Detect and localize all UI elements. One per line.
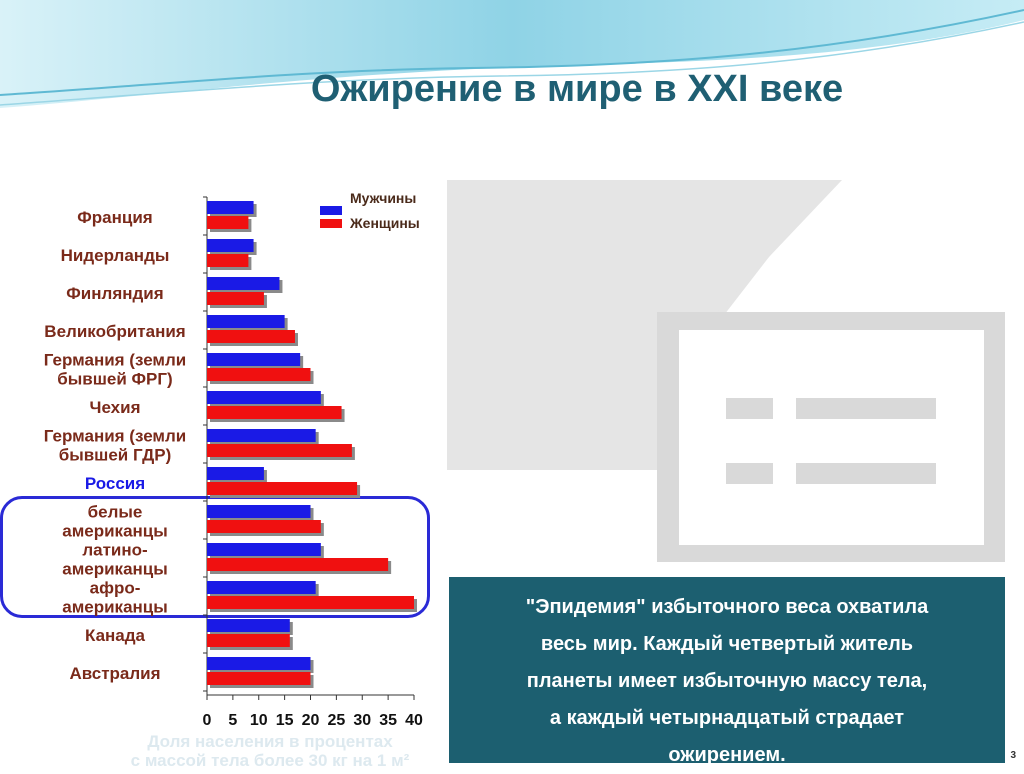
bar-men xyxy=(207,201,254,214)
epidemic-callout: "Эпидемия" избыточного веса охватила вес… xyxy=(449,577,1005,766)
x-axis-title: Доля населения в процентах xyxy=(147,732,393,751)
category-label: американцы xyxy=(62,560,168,579)
bar-men xyxy=(207,429,316,442)
bar-men xyxy=(207,467,264,480)
bar-women xyxy=(207,482,358,495)
bar-women xyxy=(207,558,389,571)
callout-line: "Эпидемия" избыточного веса охватила xyxy=(525,596,929,618)
callout-line: ожирением. xyxy=(668,744,786,766)
x-tick-label: 25 xyxy=(327,712,345,729)
bar-men xyxy=(207,505,311,518)
bar-men xyxy=(207,581,316,594)
bar-men xyxy=(207,315,285,328)
bar-women xyxy=(207,292,264,305)
bar-women xyxy=(207,596,414,609)
category-label: Германия (земли xyxy=(44,351,187,370)
bar-women xyxy=(207,406,342,419)
x-tick-label: 35 xyxy=(379,712,397,729)
wave-decoration xyxy=(0,0,1024,108)
x-axis-title: с массой тела более 30 кг на 1 м² xyxy=(131,751,410,767)
page-title: Ожирение в мире в XXI веке xyxy=(310,68,844,110)
slide-number: 3 xyxy=(1010,750,1016,761)
category-label: бывшей ФРГ) xyxy=(57,370,172,389)
bar-men xyxy=(207,657,311,670)
bar-men xyxy=(207,619,290,632)
category-label: Чехия xyxy=(90,398,141,417)
x-tick-label: 40 xyxy=(405,712,423,729)
category-label: Финляндия xyxy=(66,284,163,303)
category-label: белые xyxy=(88,503,143,522)
category-label: американцы xyxy=(62,598,168,617)
bar-men xyxy=(207,353,301,366)
category-label: латино- xyxy=(82,541,147,560)
bar-men xyxy=(207,391,321,404)
legend-swatch-men xyxy=(320,206,342,215)
bar-women xyxy=(207,368,311,381)
category-label: Германия (земли xyxy=(44,427,187,446)
bar-chart: Франция Нидерланды Финляндия Великобритания… xyxy=(44,190,423,767)
bar-women xyxy=(207,254,249,267)
category-label: Франция xyxy=(77,208,152,227)
bar-men xyxy=(207,543,321,556)
x-tick-label: 20 xyxy=(302,712,320,729)
callout-line: планеты имеет избыточную массу тела, xyxy=(526,670,928,692)
category-label: бывшей ГДР) xyxy=(59,446,172,465)
x-tick-label: 10 xyxy=(250,712,268,729)
category-label: Нидерланды xyxy=(61,246,170,265)
legend-label: Мужчины xyxy=(350,190,416,206)
callout-line: весь мир. Каждый четвертый житель xyxy=(540,633,914,655)
bar-women xyxy=(207,634,290,647)
x-tick-label: 30 xyxy=(353,712,371,729)
bar-women xyxy=(207,520,321,533)
bar-women xyxy=(207,216,249,229)
category-label: Австралия xyxy=(69,664,160,683)
legend-label: Женщины xyxy=(349,215,420,231)
callout-line: а каждый четырнадцатый страдает xyxy=(549,707,905,729)
category-label: Канада xyxy=(85,626,146,645)
category-label: афро- xyxy=(90,579,141,598)
bar-women xyxy=(207,330,295,343)
bar-women xyxy=(207,444,352,457)
bar-women xyxy=(207,672,311,685)
category-label: Великобритания xyxy=(44,322,185,341)
x-tick-label: 5 xyxy=(228,712,237,729)
bar-men xyxy=(207,277,280,290)
category-label: Россия xyxy=(85,474,145,493)
picture-placeholder-icon xyxy=(447,180,1005,562)
x-tick-label: 15 xyxy=(276,712,294,729)
x-tick-label: 0 xyxy=(203,712,212,729)
bar-men xyxy=(207,239,254,252)
legend-swatch-women xyxy=(320,219,342,228)
category-label: американцы xyxy=(62,522,168,541)
